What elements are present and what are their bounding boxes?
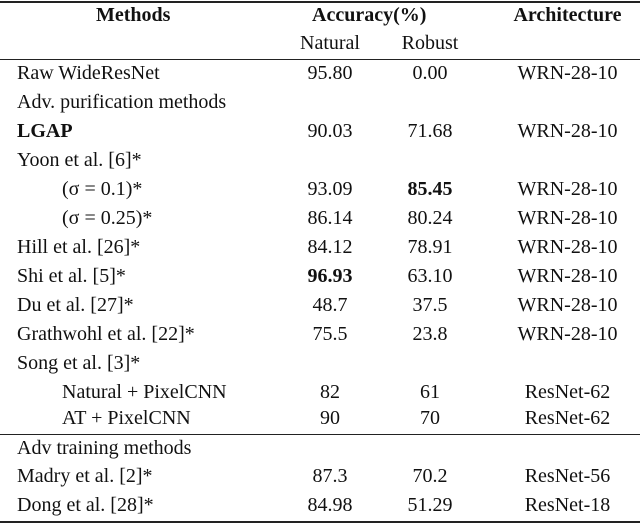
section-label: Adv. purification methods	[17, 91, 227, 113]
robust-cell: 0.00	[412, 62, 448, 84]
architecture-cell: WRN-28-10	[517, 120, 618, 142]
bottom-rule	[0, 521, 640, 523]
robust-cell: 23.8	[412, 323, 448, 345]
architecture-cell: ResNet-56	[524, 465, 611, 487]
robust-cell: 71.68	[407, 120, 453, 142]
mid-rule	[0, 434, 640, 435]
method-cell: (σ = 0.1)*	[62, 178, 143, 200]
robust-cell: 78.91	[407, 236, 453, 258]
robust-cell: 70.2	[412, 465, 448, 487]
robust-cell: 61	[420, 381, 440, 403]
natural-cell: 87.3	[312, 465, 348, 487]
method-cell: AT + PixelCNN	[62, 407, 191, 429]
header-rule	[0, 59, 640, 60]
method-cell: Song et al. [3]*	[17, 352, 141, 374]
natural-cell: 96.93	[307, 265, 353, 287]
method-cell: Raw WideResNet	[17, 62, 160, 84]
method-cell: Hill et al. [26]*	[17, 236, 141, 258]
robust-cell: 51.29	[407, 494, 453, 516]
natural-cell: 84.98	[307, 494, 353, 516]
method-cell: LGAP	[17, 120, 73, 142]
architecture-cell: WRN-28-10	[517, 62, 618, 84]
method-cell: Dong et al. [28]*	[17, 494, 154, 516]
architecture-cell: WRN-28-10	[517, 207, 618, 229]
robust-cell: 37.5	[412, 294, 448, 316]
header-methods: Methods	[96, 4, 171, 26]
natural-cell: 95.80	[307, 62, 353, 84]
header-accuracy: Accuracy(%)	[312, 4, 427, 26]
natural-cell: 82	[320, 381, 340, 403]
natural-cell: 90	[320, 407, 340, 429]
robust-cell: 70	[420, 407, 440, 429]
architecture-cell: ResNet-18	[524, 494, 611, 516]
natural-cell: 90.03	[307, 120, 353, 142]
section-label: Adv training methods	[17, 437, 192, 459]
natural-cell: 86.14	[307, 207, 353, 229]
header-natural: Natural	[300, 32, 360, 54]
method-cell: Madry et al. [2]*	[17, 465, 153, 487]
natural-cell: 93.09	[307, 178, 353, 200]
robust-cell: 80.24	[407, 207, 453, 229]
method-cell: (σ = 0.25)*	[62, 207, 153, 229]
header-robust: Robust	[401, 32, 459, 54]
architecture-cell: WRN-28-10	[517, 265, 618, 287]
natural-cell: 48.7	[312, 294, 348, 316]
natural-cell: 75.5	[312, 323, 348, 345]
top-rule	[0, 1, 640, 3]
architecture-cell: ResNet-62	[524, 381, 611, 403]
architecture-cell: ResNet-62	[524, 407, 611, 429]
robust-cell: 63.10	[407, 265, 453, 287]
natural-cell: 84.12	[307, 236, 353, 258]
method-cell: Shi et al. [5]*	[17, 265, 126, 287]
architecture-cell: WRN-28-10	[517, 323, 618, 345]
method-cell: Du et al. [27]*	[17, 294, 134, 316]
header-architecture: Architecture	[513, 4, 622, 26]
architecture-cell: WRN-28-10	[517, 294, 618, 316]
method-cell: Natural + PixelCNN	[62, 381, 227, 403]
method-cell: Grathwohl et al. [22]*	[17, 323, 195, 345]
architecture-cell: WRN-28-10	[517, 236, 618, 258]
architecture-cell: WRN-28-10	[517, 178, 618, 200]
method-cell: Yoon et al. [6]*	[17, 149, 142, 171]
robust-cell: 85.45	[407, 178, 453, 200]
